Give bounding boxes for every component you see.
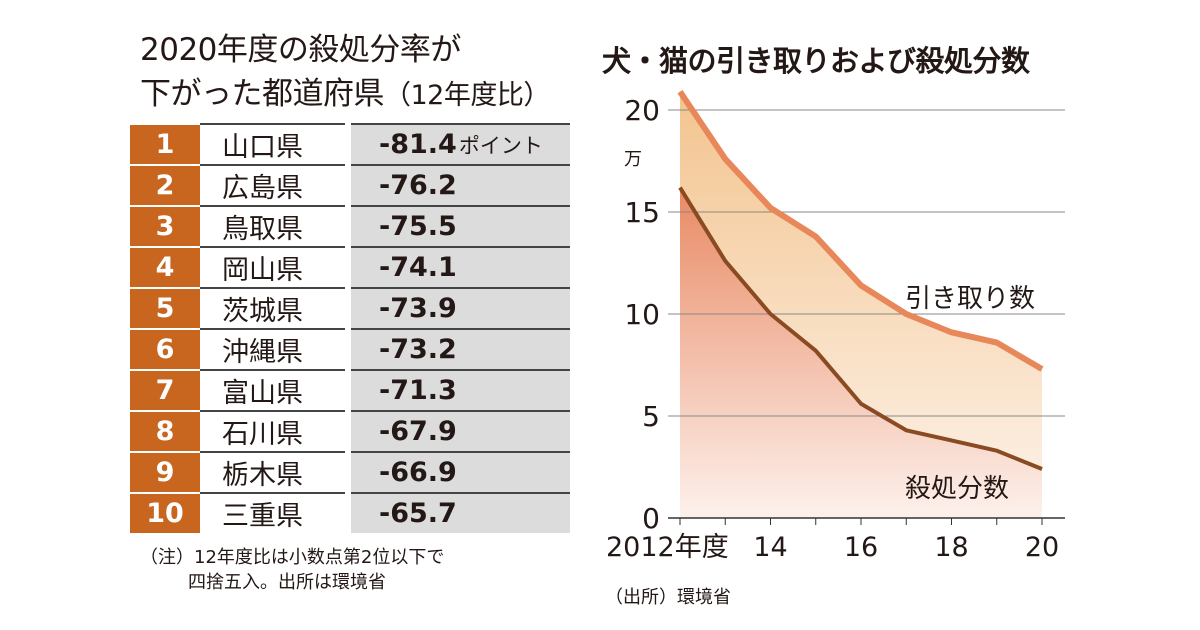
y-tick-label: 0 — [642, 502, 660, 535]
rank-badge: 8 — [130, 410, 200, 451]
rate-change-value: -81.4 ポイント — [351, 123, 570, 164]
table-note: （注）12年度比は小数点第2位以下で 四捨五入。出所は環境省 — [140, 545, 444, 595]
prefecture-name: 三重県 — [200, 492, 345, 533]
rate-change-value: -66.9 — [351, 451, 570, 492]
y-tick-label: 5 — [642, 400, 660, 433]
table-title: 2020年度の殺処分率が 下がった都道府県（12年度比） — [140, 28, 550, 118]
prefecture-name: 岡山県 — [200, 246, 345, 287]
table-row: 10 三重県 -65.7 — [130, 492, 570, 533]
rate-change-value: -71.3 — [351, 369, 570, 410]
y-tick-label: 15 — [624, 196, 660, 229]
value-text: -76.2 — [379, 170, 457, 201]
rank-badge: 10 — [130, 492, 200, 533]
rank-badge: 9 — [130, 451, 200, 492]
table-row: 7 富山県 -71.3 — [130, 369, 570, 410]
table-row: 5 茨城県 -73.9 — [130, 287, 570, 328]
value-text: -65.7 — [379, 498, 457, 529]
value-text: -73.9 — [379, 293, 457, 324]
value-text: -73.2 — [379, 334, 457, 365]
value-text: -66.9 — [379, 457, 457, 488]
table-title-line2: 下がった都道府県 — [140, 76, 385, 112]
rate-change-value: -67.9 — [351, 410, 570, 451]
value-text: -75.5 — [379, 211, 457, 242]
rate-change-value: -65.7 — [351, 492, 570, 533]
rank-badge: 3 — [130, 205, 200, 246]
prefecture-name: 富山県 — [200, 369, 345, 410]
prefecture-name: 茨城県 — [200, 287, 345, 328]
prefecture-name: 栃木県 — [200, 451, 345, 492]
table-row: 8 石川県 -67.9 — [130, 410, 570, 451]
prefecture-name: 沖縄県 — [200, 328, 345, 369]
prefecture-name: 広島県 — [200, 164, 345, 205]
value-text: -81.4 — [379, 129, 457, 160]
prefecture-name: 石川県 — [200, 410, 345, 451]
series-label: 殺処分数 — [905, 474, 1009, 504]
rank-badge: 1 — [130, 123, 200, 164]
table-row: 3 鳥取県 -75.5 — [130, 205, 570, 246]
x-tick-label: 16 — [844, 532, 878, 563]
table-row: 1 山口県 -81.4 ポイント — [130, 123, 570, 164]
chart-source: （出所）環境省 — [605, 587, 731, 608]
table-title-line1: 2020年度の殺処分率が — [140, 32, 461, 68]
rank-badge: 2 — [130, 164, 200, 205]
rate-change-value: -73.2 — [351, 328, 570, 369]
rate-change-value: -76.2 — [351, 164, 570, 205]
rank-badge: 6 — [130, 328, 200, 369]
rate-change-value: -73.9 — [351, 287, 570, 328]
y-axis-unit: 万 — [624, 149, 642, 170]
x-tick-label: 2012年度 — [606, 532, 729, 563]
table-row: 9 栃木県 -66.9 — [130, 451, 570, 492]
table-row: 2 広島県 -76.2 — [130, 164, 570, 205]
x-tick-label: 14 — [753, 532, 787, 563]
table-title-suffix: （12年度比） — [384, 80, 550, 111]
prefecture-name: 鳥取県 — [200, 205, 345, 246]
series-label: 引き取り数 — [905, 284, 1035, 314]
rate-change-value: -74.1 — [351, 246, 570, 287]
chart-title: 犬・猫の引き取りおよび殺処分数 — [602, 44, 1030, 78]
ranking-table: 1 山口県 -81.4 ポイント 2 広島県 -76.2 3 鳥取県 -75.5 4 岡山県 -74.1… — [130, 123, 570, 533]
rank-badge: 7 — [130, 369, 200, 410]
rank-badge: 4 — [130, 246, 200, 287]
prefecture-name: 山口県 — [200, 123, 345, 164]
note-line1: （注）12年度比は小数点第2位以下で — [140, 547, 445, 568]
y-tick-label: 10 — [624, 298, 660, 331]
x-tick-label: 20 — [1025, 532, 1059, 563]
table-row: 6 沖縄県 -73.2 — [130, 328, 570, 369]
value-text: -67.9 — [379, 416, 457, 447]
value-text: -71.3 — [379, 375, 457, 406]
rank-badge: 5 — [130, 287, 200, 328]
y-tick-label: 20 — [624, 94, 660, 127]
x-tick-label: 18 — [934, 532, 968, 563]
rate-change-value: -75.5 — [351, 205, 570, 246]
value-text: -74.1 — [379, 252, 457, 283]
area-fill-1 — [680, 187, 1042, 518]
table-row: 4 岡山県 -74.1 — [130, 246, 570, 287]
unit-label: ポイント — [458, 133, 543, 158]
note-line2: 四捨五入。出所は環境省 — [188, 572, 386, 593]
